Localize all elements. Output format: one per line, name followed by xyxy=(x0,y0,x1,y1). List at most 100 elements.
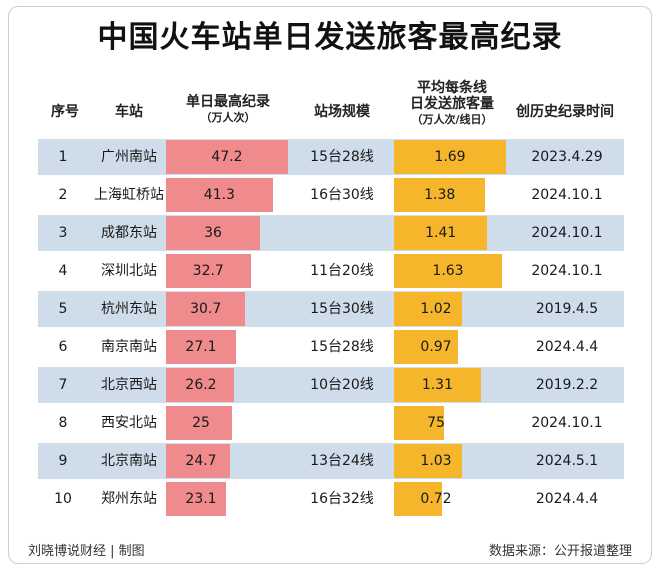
scale-cell xyxy=(294,215,390,251)
scale-cell: 11台20线 xyxy=(310,263,374,279)
peak-value: 23.1 xyxy=(185,491,217,507)
peak-value: 47.2 xyxy=(211,149,243,165)
peak-value: 32.7 xyxy=(192,263,224,279)
rank-cell: 9 xyxy=(58,453,68,469)
average-bar xyxy=(394,330,459,364)
peak-bar xyxy=(166,406,232,440)
peak-bar xyxy=(166,140,288,174)
table-row: 3 成都东站 36 1.41 2024.10.1 xyxy=(38,215,624,251)
scale-cell: 15台28线 xyxy=(310,149,374,165)
table-row: 9 北京南站 24.7 13台24线 1.03 2024.5.1 xyxy=(38,443,624,479)
peak-bar xyxy=(166,292,246,326)
scale-cell: 10台20线 xyxy=(310,377,374,393)
header-avg-line1: 平均每条线 xyxy=(417,80,487,96)
date-cell: 2024.10.1 xyxy=(531,225,603,241)
average-bar xyxy=(394,216,488,250)
rank-cell: 8 xyxy=(58,415,68,431)
rank-cell: 1 xyxy=(58,149,68,165)
average-bar xyxy=(394,292,462,326)
average-bar xyxy=(394,140,506,174)
header-station: 车站 xyxy=(88,104,170,120)
scale-cell: 15台30线 xyxy=(310,301,374,317)
peak-value: 30.7 xyxy=(190,301,222,317)
header-station-label: 车站 xyxy=(115,104,143,120)
header-scale-label: 站场规模 xyxy=(314,104,370,120)
station-cell: 西安北站 xyxy=(101,415,157,431)
average-bar xyxy=(394,178,486,212)
table-row: 7 北京西站 26.2 10台20线 1.31 2019.2.2 xyxy=(38,367,624,403)
rank-cell: 10 xyxy=(54,491,72,507)
scale-cell: 13台24线 xyxy=(310,453,374,469)
peak-value: 26.2 xyxy=(185,377,217,393)
station-cell: 深圳北站 xyxy=(101,263,157,279)
rank-cell: 3 xyxy=(58,225,68,241)
average-value: 1.41 xyxy=(425,225,457,241)
date-cell: 2019.2.2 xyxy=(535,377,599,393)
table-row: 2 上海虹桥站 41.3 16台30线 1.38 2024.10.1 xyxy=(38,177,624,213)
date-cell: 2024.10.1 xyxy=(531,415,603,431)
header-date: 创历史纪录时间 xyxy=(508,104,622,120)
average-bar xyxy=(394,254,503,288)
table-row: 4 深圳北站 32.7 11台20线 1.63 2024.10.1 xyxy=(38,253,624,289)
average-value: 75 xyxy=(427,415,445,431)
footer-source: 数据来源：公开报道整理 xyxy=(488,544,632,559)
scale-cell: 15台28线 xyxy=(310,339,374,355)
header-peak: 单日最高纪录 （万人次） xyxy=(166,94,290,126)
station-cell: 广州南站 xyxy=(101,149,157,165)
station-cell: 上海虹桥站 xyxy=(94,187,164,203)
table-row: 10 郑州东站 23.1 16台32线 0.72 2024.4.4 xyxy=(38,481,624,517)
average-bar xyxy=(394,482,442,516)
average-value: 1.69 xyxy=(434,149,466,165)
scale-cell xyxy=(294,405,390,441)
table-row: 6 南京南站 27.1 15台28线 0.97 2024.4.4 xyxy=(38,329,624,365)
peak-bar xyxy=(166,330,237,364)
peak-bar xyxy=(166,178,273,212)
station-cell: 杭州东站 xyxy=(101,301,157,317)
average-value: 1.03 xyxy=(420,453,452,469)
average-bar xyxy=(394,406,444,440)
date-cell: 2019.4.5 xyxy=(535,301,599,317)
header-rank: 序号 xyxy=(40,104,90,120)
table-row: 8 西安北站 25 75 2024.10.1 xyxy=(38,405,624,441)
station-cell: 郑州东站 xyxy=(101,491,157,507)
header-avg: 平均每条线 日发送旅客量 （万人次/线日） xyxy=(392,80,512,128)
header-rank-label: 序号 xyxy=(51,104,79,120)
rank-cell: 2 xyxy=(58,187,68,203)
peak-bar xyxy=(166,444,230,478)
header-peak-line1: 单日最高纪录 xyxy=(186,94,270,110)
station-cell: 北京西站 xyxy=(101,377,157,393)
date-cell: 2024.4.4 xyxy=(535,339,599,355)
peak-bar xyxy=(166,216,261,250)
average-value: 0.97 xyxy=(420,339,452,355)
peak-value: 27.1 xyxy=(185,339,217,355)
rank-cell: 7 xyxy=(58,377,68,393)
table-row: 5 杭州东站 30.7 15台30线 1.02 2019.4.5 xyxy=(38,291,624,327)
date-cell: 2024.4.4 xyxy=(535,491,599,507)
footer-credit: 刘晓博说财经 | 制图 xyxy=(28,544,145,559)
table-row: 1 广州南站 47.2 15台28线 1.69 2023.4.29 xyxy=(38,139,624,175)
rank-cell: 6 xyxy=(58,339,68,355)
station-cell: 成都东站 xyxy=(101,225,157,241)
header-peak-line2: （万人次） xyxy=(200,111,256,124)
peak-value: 25 xyxy=(192,415,210,431)
header-date-label: 创历史纪录时间 xyxy=(516,104,614,120)
peak-value: 36 xyxy=(204,225,222,241)
average-value: 1.38 xyxy=(424,187,456,203)
header-scale: 站场规模 xyxy=(294,104,390,120)
date-cell: 2024.5.1 xyxy=(535,453,599,469)
average-bar xyxy=(394,444,463,478)
peak-value: 41.3 xyxy=(203,187,235,203)
peak-bar xyxy=(166,482,226,516)
station-cell: 北京南站 xyxy=(101,453,157,469)
date-cell: 2023.4.29 xyxy=(531,149,603,165)
rank-cell: 5 xyxy=(58,301,68,317)
scale-cell: 16台32线 xyxy=(310,491,374,507)
date-cell: 2024.10.1 xyxy=(531,263,603,279)
average-bar xyxy=(394,368,481,402)
chart-title: 中国火车站单日发送旅客最高纪录 xyxy=(97,20,563,55)
average-value: 1.63 xyxy=(432,263,464,279)
date-cell: 2024.10.1 xyxy=(531,187,603,203)
peak-bar xyxy=(166,368,234,402)
scale-cell: 16台30线 xyxy=(310,187,374,203)
